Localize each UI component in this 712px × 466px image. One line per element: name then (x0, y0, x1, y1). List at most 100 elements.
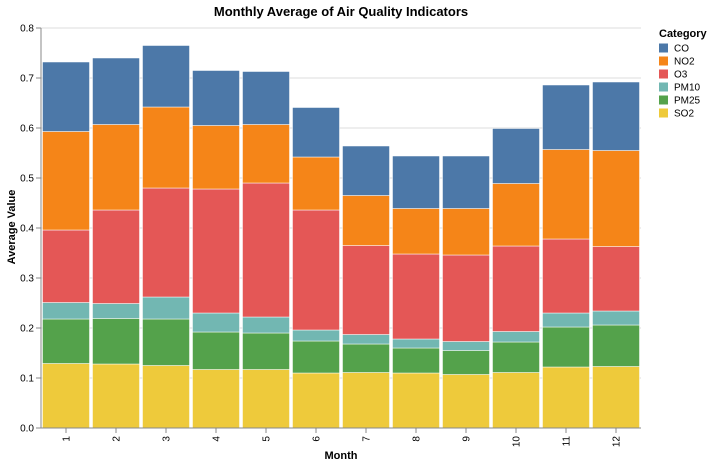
y-tick-label: 0.7 (20, 74, 34, 85)
legend-swatch-pm10 (659, 82, 668, 92)
bar-segment-pm25-month-8 (392, 347, 440, 374)
bar-segment-co-month-7 (342, 145, 390, 196)
bar-segment-o3-month-6 (292, 209, 340, 331)
x-tick-label: 5 (262, 436, 273, 442)
bar-segment-so2-month-6 (292, 372, 340, 429)
legend-label-pm25: PM25 (674, 96, 701, 107)
bar-segment-pm25-month-6 (292, 340, 340, 374)
bar-segment-so2-month-1 (42, 363, 90, 429)
x-tick-label: 10 (512, 436, 523, 448)
bar-segment-pm10-month-2 (92, 303, 140, 319)
x-tick-label: 11 (562, 436, 573, 447)
bar-segment-so2-month-11 (542, 366, 590, 429)
bar-segment-pm10-month-3 (142, 296, 190, 320)
bar-segment-pm25-month-7 (342, 343, 390, 373)
grid (41, 27, 641, 429)
bar-segment-co-month-3 (142, 45, 190, 108)
bar-segment-pm10-month-5 (242, 316, 290, 334)
chart-title: Monthly Average of Air Quality Indicator… (214, 4, 468, 19)
bar-segment-o3-month-5 (242, 182, 290, 318)
y-tick-label: 0.4 (20, 224, 34, 235)
x-tick-label: 8 (412, 436, 423, 442)
bar-segment-no2-month-9 (442, 208, 490, 256)
bar-segment-pm25-month-2 (92, 318, 140, 365)
bar-segment-o3-month-10 (492, 245, 540, 332)
x-tick-label: 1 (62, 436, 73, 442)
bar-segment-pm25-month-1 (42, 318, 90, 364)
y-tick-label: 0.0 (20, 424, 34, 435)
legend-label-co: CO (674, 44, 689, 55)
legend-swatch-pm25 (659, 95, 668, 105)
legend-swatch-o3 (659, 69, 668, 79)
bar-segment-so2-month-2 (92, 363, 140, 429)
bar-segment-pm25-month-9 (442, 350, 490, 375)
bar-segment-co-month-12 (592, 81, 640, 151)
x-tick-label: 7 (362, 436, 373, 442)
bar-segment-pm10-month-7 (342, 334, 390, 345)
bar-segment-co-month-8 (392, 155, 440, 209)
bar-segment-so2-month-5 (242, 369, 290, 429)
bar-segment-no2-month-3 (142, 106, 190, 189)
legend-swatch-so2 (659, 108, 668, 118)
bars (42, 45, 640, 429)
bar-segment-o3-month-1 (42, 229, 90, 303)
y-axis: 0.0 0.1 0.2 0.3 0.4 0.5 0.6 0.7 0.8 (20, 24, 42, 435)
bar-segment-pm10-month-9 (442, 341, 490, 351)
bar-segment-o3-month-12 (592, 246, 640, 312)
y-tick-label: 0.1 (20, 374, 34, 385)
legend-label-pm10: PM10 (674, 83, 701, 94)
bar-segment-o3-month-4 (192, 188, 240, 314)
y-tick-label: 0.3 (20, 274, 34, 285)
bar-segment-o3-month-8 (392, 253, 440, 340)
bar-segment-o3-month-2 (92, 209, 140, 304)
legend-label-o3: O3 (674, 70, 688, 81)
bar-segment-pm10-month-8 (392, 338, 440, 349)
x-tick-label: 12 (612, 436, 623, 448)
bar-segment-pm25-month-10 (492, 341, 540, 373)
bar-segment-no2-month-4 (192, 125, 240, 190)
legend-label-no2: NO2 (674, 57, 695, 68)
x-axis-title: Month (325, 450, 358, 462)
bar-segment-so2-month-9 (442, 374, 490, 429)
bar-segment-co-month-11 (542, 84, 590, 150)
bar-segment-pm25-month-5 (242, 332, 290, 370)
bar-segment-co-month-5 (242, 71, 290, 125)
bar-segment-co-month-4 (192, 70, 240, 126)
bar-segment-no2-month-5 (242, 124, 290, 184)
bar-segment-o3-month-11 (542, 238, 590, 314)
legend-label-so2: SO2 (674, 109, 694, 120)
bar-segment-co-month-2 (92, 57, 140, 125)
x-tick-label: 9 (462, 436, 473, 442)
bar-segment-no2-month-7 (342, 195, 390, 246)
bar-segment-co-month-1 (42, 61, 90, 132)
bar-segment-pm10-month-6 (292, 329, 340, 342)
legend-swatch-no2 (659, 56, 668, 66)
bar-segment-pm25-month-4 (192, 331, 240, 370)
bar-segment-no2-month-2 (92, 124, 140, 211)
bar-segment-no2-month-8 (392, 208, 440, 255)
bar-segment-pm10-month-10 (492, 331, 540, 343)
y-axis-title: Average Value (6, 190, 18, 265)
bar-segment-so2-month-10 (492, 372, 540, 429)
bar-segment-pm25-month-12 (592, 324, 640, 367)
bar-segment-co-month-10 (492, 128, 540, 184)
x-tick-label: 2 (112, 436, 123, 442)
y-tick-label: 0.6 (20, 124, 34, 135)
y-tick-label: 0.5 (20, 174, 34, 185)
legend: Category CO NO2 O3 PM10 PM25 SO2 (659, 28, 708, 120)
x-tick-label: 6 (312, 436, 323, 442)
bar-segment-pm10-month-11 (542, 312, 590, 328)
bar-segment-so2-month-3 (142, 365, 190, 429)
bar-segment-co-month-9 (442, 155, 490, 209)
y-tick-label: 0.8 (20, 24, 34, 35)
bar-segment-o3-month-9 (442, 254, 490, 342)
bar-segment-o3-month-3 (142, 187, 190, 298)
x-tick-label: 3 (162, 436, 173, 442)
bar-segment-pm25-month-3 (142, 318, 190, 366)
bar-segment-so2-month-12 (592, 366, 640, 429)
bar-segment-no2-month-11 (542, 149, 590, 240)
x-tick-label: 4 (212, 436, 223, 442)
bar-segment-so2-month-8 (392, 372, 440, 429)
bar-segment-so2-month-4 (192, 369, 240, 429)
